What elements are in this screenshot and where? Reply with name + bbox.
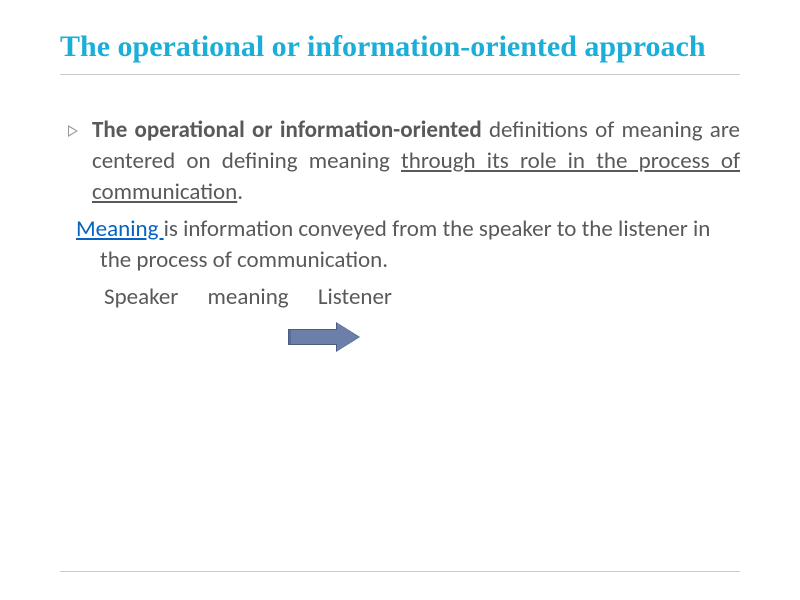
para1-bold: The operational or information-oriented [92,116,482,144]
slide: The operational or information-oriented … [0,0,800,600]
meaning-link[interactable]: Meaning [76,215,164,243]
content-area: The operational or information-oriented … [60,115,740,351]
arrow-icon [288,323,360,351]
arrow-container [68,323,740,351]
para1-end: . [237,178,243,206]
paragraph-3: Speaker meaning Listener [68,282,740,313]
label-meaning: meaning [208,283,289,311]
label-speaker: Speaker [104,283,178,311]
slide-title: The operational or information-oriented … [60,28,740,66]
paragraph-1: The operational or information-oriented … [68,115,740,208]
para2-rest: is information conveyed from the speaker… [100,215,710,274]
bullet-icon [68,125,78,137]
title-rule [60,74,740,75]
label-listener: Listener [318,283,392,311]
paragraph-2: Meaning is information conveyed from the… [68,214,740,276]
bottom-rule [60,571,740,572]
